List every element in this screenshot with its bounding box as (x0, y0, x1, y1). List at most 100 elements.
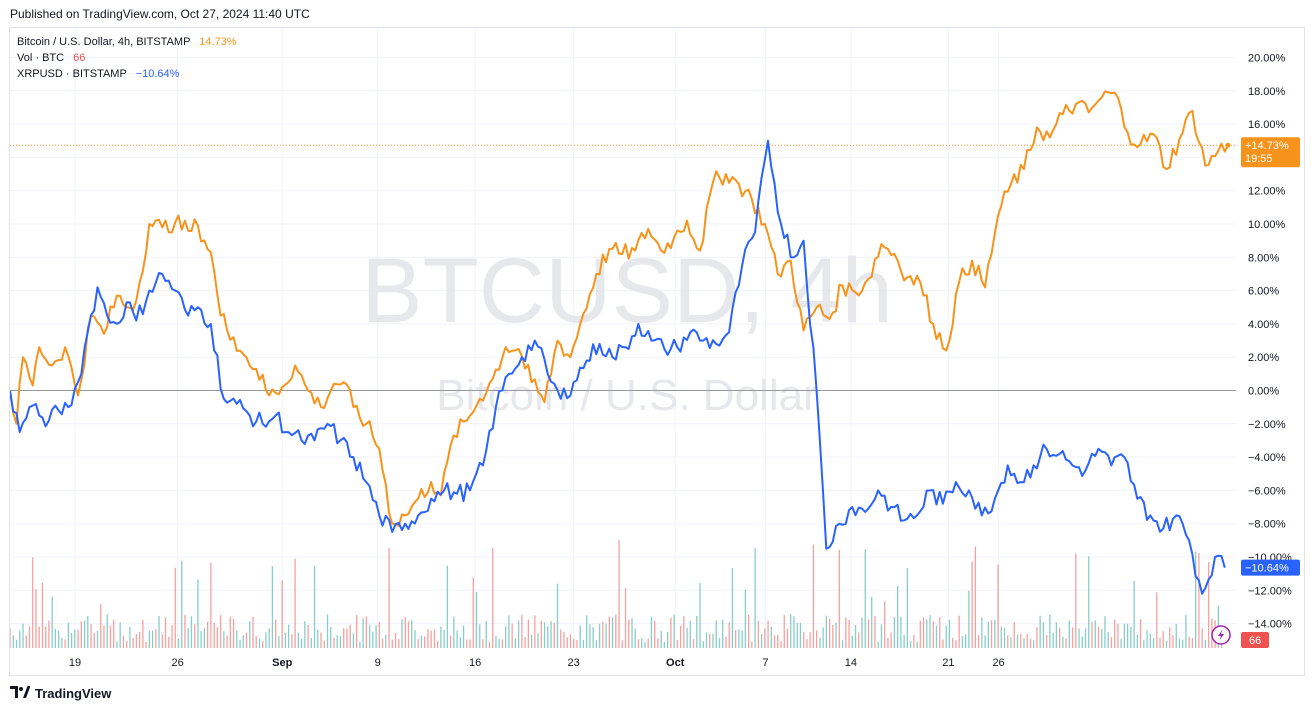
volume-bar (997, 564, 999, 648)
volume-bar (965, 634, 967, 648)
volume-bar (339, 635, 342, 648)
volume-bar (595, 640, 598, 648)
grid (10, 28, 1236, 648)
volume-bar (462, 625, 465, 648)
volume-bar (537, 633, 539, 648)
volume-bar (249, 621, 251, 648)
volume-bar (210, 562, 212, 648)
volume-bar (446, 565, 449, 648)
volume-bar (786, 628, 789, 648)
volume-bar (284, 633, 287, 648)
volume-bar (1165, 640, 1168, 648)
volume-bar (45, 626, 47, 648)
x-tick-label: Oct (666, 657, 685, 669)
x-tick-label: 16 (469, 657, 481, 669)
volume-bar (592, 627, 594, 648)
volume-bar (514, 638, 517, 648)
volume-bar (181, 560, 183, 648)
volume-bar (796, 623, 798, 648)
volume-bar (984, 635, 986, 648)
volume-bar (550, 620, 552, 648)
volume-bar (909, 641, 912, 648)
volume-bar (705, 632, 708, 648)
volume-bar (171, 625, 173, 648)
volume-bar (142, 619, 144, 648)
volume-bar (498, 638, 500, 648)
volume-bar (566, 637, 568, 648)
legend-main-series[interactable]: Bitcoin / U.S. Dollar, 4h, BITSTAMP 14.7… (17, 34, 237, 50)
volume-bar (265, 632, 267, 648)
volume-bar (906, 568, 909, 648)
volume-bar (634, 628, 636, 648)
chart-canvas[interactable]: BTCUSD, 4h Bitcoin / U.S. Dollar 20.00%1… (10, 28, 1304, 675)
volume-bar (343, 628, 345, 648)
volume-bar (922, 617, 925, 648)
volume-bar (543, 622, 546, 648)
volume-bar (939, 617, 941, 648)
x-axis[interactable]: 19 26 Sep 9 16 23 Oct 7 14 21 26 (69, 657, 1005, 669)
volume-bar (1201, 628, 1203, 648)
volume-bar (459, 637, 461, 648)
y-tick-label: −4.00% (1248, 452, 1286, 464)
volume-bar (1081, 636, 1083, 648)
y-tick-label: 20.00% (1248, 53, 1286, 65)
volume-bar (1185, 614, 1187, 648)
volume-bar (728, 622, 730, 648)
x-tick-label: 26 (992, 657, 1004, 669)
legend-compare-name: XRPUSD · BITSTAMP (17, 68, 127, 80)
volume-bar (961, 636, 964, 648)
volume-bar (323, 640, 325, 648)
btc-series-line (10, 90, 1229, 527)
volume-bar (657, 638, 659, 648)
volume-bar (974, 546, 977, 648)
volume-bar (1071, 627, 1074, 648)
legend-volume[interactable]: Vol · BTC 66 (17, 50, 237, 66)
volume-bar (1101, 629, 1103, 648)
volume-bar (41, 582, 44, 648)
volume-bar (793, 616, 795, 648)
volume-bar (129, 626, 131, 648)
volume-bar (709, 633, 711, 648)
volume-bar (508, 615, 510, 648)
volume-bar (1126, 623, 1129, 648)
volume-bar (449, 635, 452, 648)
btc-countdown: 19:55 (1245, 153, 1273, 165)
volume-bar (744, 589, 747, 648)
volume-bar (932, 621, 934, 648)
volume-bar (848, 619, 850, 648)
volume-bar (226, 635, 228, 648)
legend-main-value: 14.73% (199, 36, 237, 48)
x-tick-label: 23 (568, 657, 580, 669)
volume-bar (103, 625, 105, 648)
volume-bar (725, 636, 727, 648)
chart-frame (9, 27, 1305, 676)
volume-bar (304, 621, 306, 648)
volume-bar (22, 623, 24, 648)
volume-bar (935, 625, 938, 648)
volume-bar (958, 615, 960, 648)
footer-brand[interactable]: TradingView (10, 685, 111, 701)
volume-bar (1097, 626, 1100, 648)
volume-bar (28, 626, 31, 648)
volume-bar (184, 614, 186, 648)
volume-bar (132, 637, 134, 648)
btc-price-value: +14.73% (1245, 140, 1289, 152)
volume-bar (61, 638, 63, 648)
lightning-icon[interactable] (1211, 625, 1231, 645)
x-tick-label: 9 (375, 657, 381, 669)
volume-bar (560, 629, 562, 648)
volume-bar (433, 629, 436, 648)
volume-bar (109, 625, 112, 648)
legend-compare-series[interactable]: XRPUSD · BITSTAMP −10.64% (17, 66, 237, 82)
volume-bar (563, 631, 565, 648)
volume-bar (414, 629, 416, 648)
volume-bar (1036, 627, 1038, 648)
volume-bar (1156, 592, 1158, 648)
y-tick-label: 10.00% (1248, 219, 1286, 231)
volume-bar (553, 622, 555, 648)
volume-bar (35, 589, 37, 648)
volume-bar (715, 620, 717, 648)
volume-bar (893, 617, 896, 648)
volume-bar (1107, 632, 1109, 648)
volume-bar (346, 628, 348, 648)
